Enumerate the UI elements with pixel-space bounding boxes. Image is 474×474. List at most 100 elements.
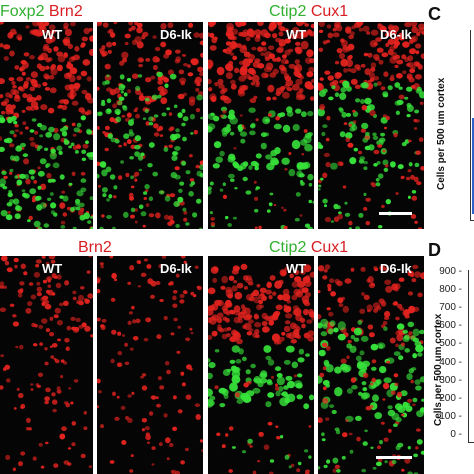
cell-nucleus [157,79,164,85]
cell-nucleus [214,385,219,390]
cell-nucleus [97,173,100,179]
cell-nucleus [98,390,102,394]
cell-nucleus [322,397,329,404]
cell-nucleus [417,65,423,70]
cell-nucleus [31,118,37,122]
cell-nucleus [327,75,334,81]
cell-nucleus [166,457,170,461]
cell-nucleus [281,54,287,59]
cell-nucleus [84,298,88,302]
cell-nucleus [47,284,52,288]
cell-nucleus [311,79,314,83]
cell-nucleus [130,118,135,121]
cell-nucleus [140,152,145,157]
cell-nucleus [344,278,352,284]
cell-nucleus [130,214,135,219]
cell-nucleus [225,72,233,80]
cell-nucleus [292,124,300,131]
cell-nucleus [364,97,372,105]
cell-nucleus [74,150,79,154]
cell-nucleus [13,407,17,410]
cell-nucleus [263,444,270,450]
cell-nucleus [163,53,169,59]
cell-nucleus [408,39,414,45]
cell-nucleus [2,186,8,190]
cell-nucleus [383,326,388,331]
cell-nucleus [290,463,295,468]
cell-nucleus [296,32,304,39]
cell-nucleus [239,85,247,91]
cell-nucleus [414,162,420,168]
cell-nucleus [183,210,188,215]
cell-nucleus [116,362,123,368]
cell-nucleus [167,69,174,76]
cell-nucleus [269,275,276,281]
cell-nucleus [303,308,309,316]
panel-label-d6ik: D6-Ik [380,261,412,276]
cell-nucleus [326,24,332,29]
cell-nucleus [87,97,93,104]
cell-nucleus [25,106,33,111]
cell-nucleus [247,28,254,33]
cell-nucleus [49,316,54,321]
cell-nucleus [14,124,19,128]
cell-nucleus [394,64,399,69]
cell-nucleus [325,417,330,421]
cell-nucleus [129,196,134,201]
cell-nucleus [128,311,133,315]
cell-nucleus [46,172,52,179]
cell-nucleus [334,278,340,284]
cell-nucleus [249,123,256,129]
cell-nucleus [129,156,134,160]
cell-nucleus [199,164,203,171]
cell-nucleus [286,300,291,304]
cell-nucleus [371,377,376,383]
cell-nucleus [411,367,417,371]
cell-nucleus [36,204,43,211]
cell-nucleus [383,377,392,384]
cell-nucleus [296,334,301,340]
cell-nucleus [339,52,345,60]
cell-nucleus [194,79,200,85]
cell-nucleus [278,42,284,46]
cell-nucleus [283,225,288,229]
cell-nucleus [181,160,187,166]
cell-nucleus [304,81,313,90]
cell-nucleus [11,104,16,110]
cell-nucleus [415,344,424,353]
cell-nucleus [418,91,424,99]
cell-nucleus [156,94,162,99]
cell-nucleus [64,280,70,286]
cell-nucleus [273,204,277,207]
cell-nucleus [371,366,377,371]
cell-nucleus [307,173,314,181]
cell-nucleus [288,63,296,69]
cell-nucleus [88,256,93,258]
cell-nucleus [398,355,404,361]
cell-nucleus [303,280,312,287]
cell-nucleus [305,57,313,64]
cell-nucleus [113,195,117,199]
cell-nucleus [404,334,410,340]
cell-nucleus [285,313,293,319]
cell-nucleus [37,372,44,377]
cell-nucleus [171,155,178,161]
cell-nucleus [8,199,15,204]
cell-nucleus [349,127,356,132]
cell-nucleus [233,366,241,373]
brn2-label-top: Brn2 [48,3,83,20]
cell-nucleus [365,221,371,226]
cell-nucleus [318,29,324,33]
cell-nucleus [291,281,299,288]
cell-nucleus [174,49,181,54]
cell-nucleus [283,304,288,309]
cell-nucleus [208,358,211,363]
cell-nucleus [107,49,112,54]
cell-nucleus [209,22,217,26]
cell-nucleus [164,360,170,366]
cell-nucleus [37,122,43,128]
cell-nucleus [57,54,66,63]
cell-nucleus [370,446,374,449]
cell-nucleus [322,366,327,371]
cell-nucleus [254,162,260,168]
